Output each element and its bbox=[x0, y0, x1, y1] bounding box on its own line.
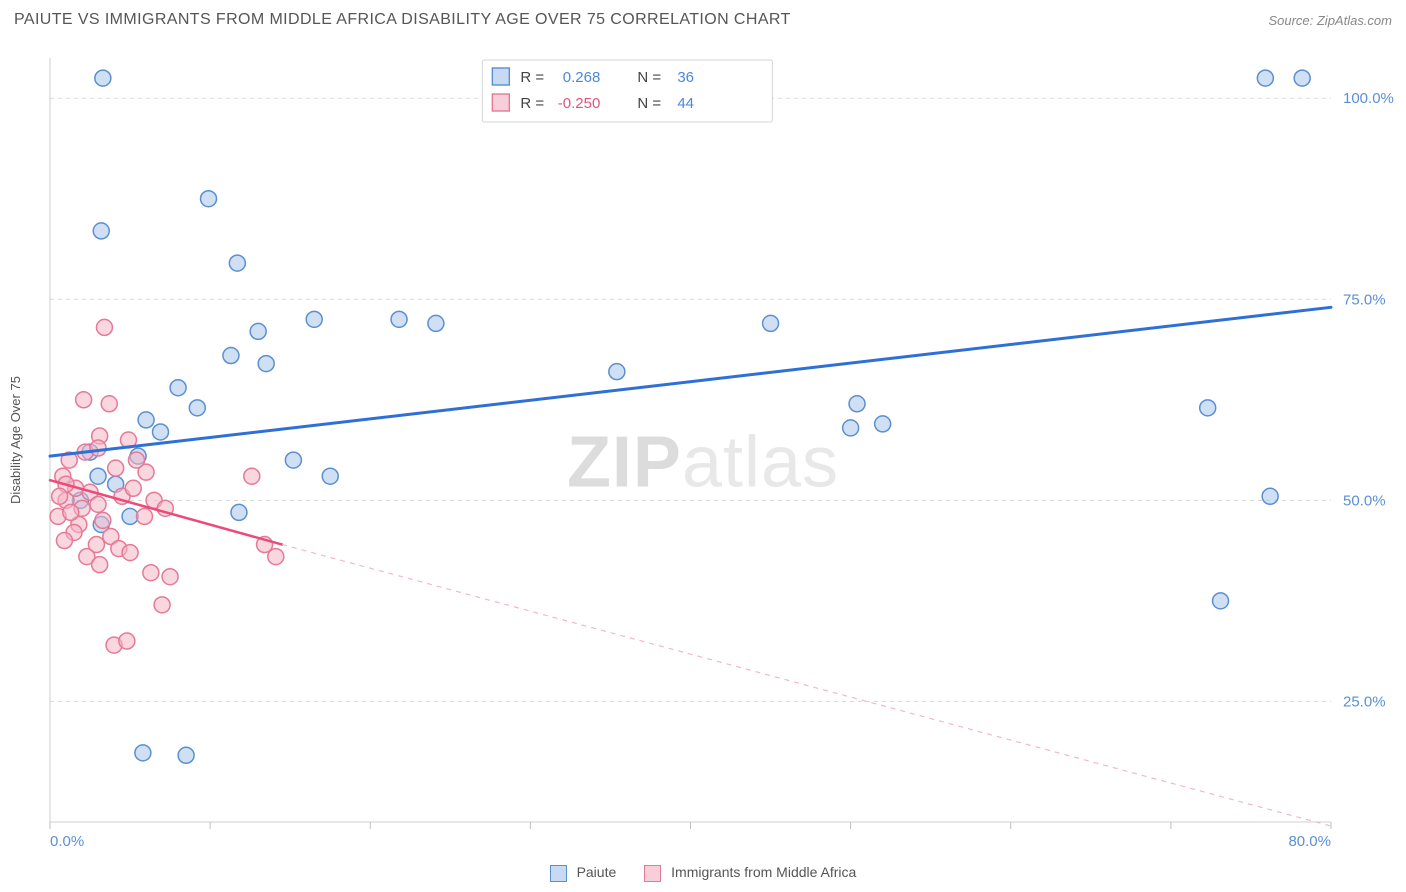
data-point bbox=[125, 480, 141, 496]
data-point bbox=[391, 311, 407, 327]
data-point bbox=[95, 70, 111, 86]
chart-header: PAIUTE VS IMMIGRANTS FROM MIDDLE AFRICA … bbox=[0, 0, 1406, 40]
data-point bbox=[162, 569, 178, 585]
legend-item-paiute: Paiute bbox=[550, 864, 617, 882]
data-point bbox=[76, 392, 92, 408]
bottom-legend: Paiute Immigrants from Middle Africa bbox=[0, 864, 1406, 882]
data-point bbox=[875, 416, 891, 432]
data-point bbox=[101, 396, 117, 412]
data-point bbox=[138, 412, 154, 428]
svg-text:0.268: 0.268 bbox=[563, 69, 601, 86]
svg-text:N =: N = bbox=[637, 69, 661, 86]
data-point bbox=[244, 468, 260, 484]
svg-text:Disability Age Over 75: Disability Age Over 75 bbox=[8, 376, 23, 504]
data-point bbox=[1262, 488, 1278, 504]
data-point bbox=[250, 323, 266, 339]
data-point bbox=[90, 496, 106, 512]
data-point bbox=[843, 420, 859, 436]
data-point bbox=[63, 504, 79, 520]
svg-text:44: 44 bbox=[677, 95, 694, 112]
data-point bbox=[52, 488, 68, 504]
data-point bbox=[122, 508, 138, 524]
data-point bbox=[90, 440, 106, 456]
svg-text:R =: R = bbox=[520, 69, 544, 86]
legend-item-immigrants: Immigrants from Middle Africa bbox=[644, 864, 856, 882]
data-point bbox=[201, 191, 217, 207]
data-point bbox=[128, 452, 144, 468]
data-point bbox=[135, 745, 151, 761]
data-point bbox=[1213, 593, 1229, 609]
svg-text:N =: N = bbox=[637, 95, 661, 112]
data-point bbox=[763, 315, 779, 331]
data-point bbox=[93, 223, 109, 239]
data-point bbox=[122, 545, 138, 561]
svg-text:R =: R = bbox=[520, 95, 544, 112]
svg-text:80.0%: 80.0% bbox=[1288, 833, 1331, 850]
data-point bbox=[56, 533, 72, 549]
chart-source: Source: ZipAtlas.com bbox=[1268, 13, 1392, 28]
data-point bbox=[258, 356, 274, 372]
svg-text:ZIPatlas: ZIPatlas bbox=[567, 423, 839, 503]
data-point bbox=[92, 557, 108, 573]
svg-text:25.0%: 25.0% bbox=[1343, 693, 1386, 710]
data-point bbox=[322, 468, 338, 484]
legend-swatch-pink bbox=[644, 865, 661, 882]
data-point bbox=[90, 468, 106, 484]
data-point bbox=[143, 565, 159, 581]
data-point bbox=[154, 597, 170, 613]
data-point bbox=[1257, 70, 1273, 86]
data-point bbox=[189, 400, 205, 416]
data-point bbox=[170, 380, 186, 396]
legend-swatch bbox=[492, 94, 509, 111]
plot-area: ZIPatlas 25.0% 50.0% 75.0% 100.0% 0.0% 80.0% Di… bbox=[0, 40, 1406, 852]
data-point bbox=[285, 452, 301, 468]
data-point bbox=[609, 364, 625, 380]
data-point bbox=[108, 460, 124, 476]
data-point bbox=[1200, 400, 1216, 416]
data-point bbox=[1294, 70, 1310, 86]
scatter-chart: ZIPatlas 25.0% 50.0% 75.0% 100.0% 0.0% 80.0% Di… bbox=[0, 40, 1406, 852]
chart-title: PAIUTE VS IMMIGRANTS FROM MIDDLE AFRICA … bbox=[14, 11, 791, 29]
legend-swatch-blue bbox=[550, 865, 567, 882]
data-point bbox=[152, 424, 168, 440]
svg-text:0.0%: 0.0% bbox=[50, 833, 84, 850]
trend-extrapolation-immigrants bbox=[282, 545, 1331, 826]
svg-text:36: 36 bbox=[677, 69, 694, 86]
svg-text:75.0%: 75.0% bbox=[1343, 291, 1386, 308]
data-point bbox=[231, 504, 247, 520]
data-point bbox=[229, 255, 245, 271]
data-point bbox=[849, 396, 865, 412]
svg-text:-0.250: -0.250 bbox=[558, 95, 601, 112]
data-point bbox=[178, 747, 194, 763]
data-point bbox=[223, 348, 239, 364]
data-point bbox=[119, 633, 135, 649]
legend-swatch bbox=[492, 68, 509, 85]
svg-text:50.0%: 50.0% bbox=[1343, 492, 1386, 509]
data-point bbox=[306, 311, 322, 327]
data-point bbox=[428, 315, 444, 331]
data-point bbox=[96, 319, 112, 335]
svg-text:100.0%: 100.0% bbox=[1343, 90, 1394, 107]
data-point bbox=[136, 508, 152, 524]
data-point bbox=[95, 512, 111, 528]
